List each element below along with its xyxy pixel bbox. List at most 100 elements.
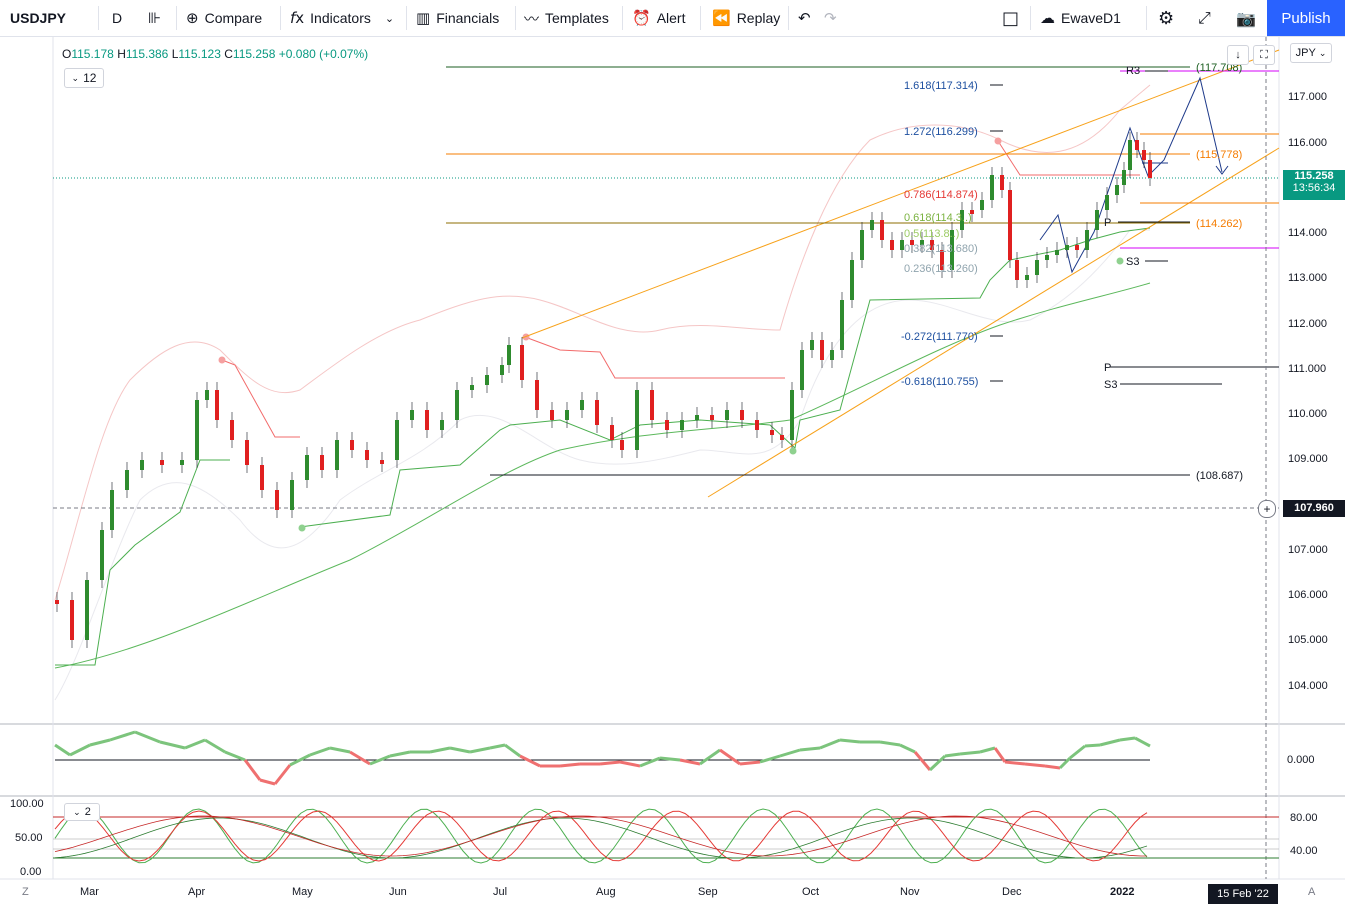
price-scale-label: 105.000 xyxy=(1288,634,1328,646)
candle xyxy=(635,390,639,450)
fib-label: 0.382(113.680) xyxy=(904,243,978,255)
oscillator-segment xyxy=(1119,736,1136,742)
candle xyxy=(100,530,104,580)
price-scale-label: 109.000 xyxy=(1288,453,1328,465)
add-alert-button[interactable]: + xyxy=(1258,500,1276,518)
financials-button[interactable]: ▥ Financials xyxy=(416,9,500,27)
candle xyxy=(970,210,974,214)
indicators-toggle[interactable]: ⌄ 12 xyxy=(64,68,104,88)
compare-button[interactable]: ⊕ Compare xyxy=(186,9,263,27)
candle xyxy=(890,240,894,250)
undo-button[interactable]: ↶ xyxy=(798,0,817,36)
fullscreen-button[interactable]: ⤢ xyxy=(1198,0,1217,36)
fib-label: 1.618(117.314) xyxy=(904,80,978,92)
candle xyxy=(1148,160,1152,178)
time-scale-label: Jun xyxy=(389,886,407,898)
oscillator-segment xyxy=(1024,762,1046,768)
candle xyxy=(1025,275,1029,280)
lower-indicators-toggle[interactable]: ⌄ 2 xyxy=(64,803,100,821)
indicators-button[interactable]: fx Indicators ⌄ xyxy=(290,9,395,27)
price-scale-label: 113.000 xyxy=(1288,272,1327,284)
price-scale-label: 117.000 xyxy=(1288,91,1327,103)
plus-icon: + xyxy=(1263,502,1271,516)
stoch-scale-label: 80.00 xyxy=(1290,812,1318,824)
alert-button[interactable]: ⏰ Alert xyxy=(632,9,686,27)
crosshair-date-tag: 15 Feb '22 xyxy=(1208,884,1278,904)
candle xyxy=(140,460,144,470)
publish-button[interactable]: Publish xyxy=(1267,0,1345,36)
oscillator-segment xyxy=(928,754,947,772)
candle xyxy=(780,435,784,440)
oscillator-segment xyxy=(89,738,111,747)
currency-selector[interactable]: JPY ⌄ xyxy=(1290,43,1332,63)
oscillator-segment xyxy=(54,743,71,757)
oscillator-segment xyxy=(839,738,861,744)
oscillator-segment xyxy=(273,764,292,785)
oscillator-segment xyxy=(289,753,311,767)
candle xyxy=(595,400,599,425)
candle xyxy=(275,490,279,510)
pivot-label: P xyxy=(1104,217,1111,229)
candle xyxy=(580,400,584,410)
time-scale-label: Apr xyxy=(188,886,206,898)
layout-button[interactable]: ☁ EwaveD1 xyxy=(1040,9,1121,27)
oscillator-segment xyxy=(489,743,506,750)
oscillator-segment xyxy=(944,752,961,758)
oscillator-segment xyxy=(979,746,996,754)
settings-button[interactable]: ⚙ xyxy=(1158,0,1180,36)
auto-scale-button[interactable]: A xyxy=(1308,886,1316,898)
oscillator-segment xyxy=(679,758,701,766)
oscillator-segment xyxy=(1099,738,1121,747)
candle xyxy=(70,600,74,640)
templates-button[interactable]: 〰 Templates xyxy=(524,9,609,28)
redo-button[interactable]: ↷ xyxy=(824,0,843,36)
oscillator-segment xyxy=(469,746,491,754)
candle xyxy=(215,390,219,420)
candle xyxy=(500,365,504,375)
fib-label: 0.618(114.3..) xyxy=(904,212,972,224)
frame-icon: ⛶ xyxy=(1260,48,1268,61)
candle xyxy=(950,230,954,270)
candle xyxy=(1045,255,1049,260)
candle xyxy=(85,580,89,640)
price-scale-label: 106.000 xyxy=(1288,589,1328,601)
oscillator-segment xyxy=(243,759,262,781)
oscillator-segment xyxy=(449,746,471,754)
candle xyxy=(395,420,399,460)
maximize-pane-button[interactable]: ⛶ xyxy=(1253,45,1275,65)
interval-button[interactable]: D xyxy=(112,0,122,36)
fib-label: -0.618(110.755) xyxy=(901,376,978,388)
snapshot-button[interactable]: 📷 xyxy=(1236,0,1262,36)
oscillator-segment xyxy=(1044,764,1061,770)
oscillator-segment xyxy=(913,751,932,771)
time-scale-label: Sep xyxy=(698,886,718,898)
plus-circle-icon: ⊕ xyxy=(186,9,199,27)
scroll-down-button[interactable]: ↓ xyxy=(1227,45,1249,65)
candle xyxy=(960,210,964,230)
candle xyxy=(840,300,844,350)
stoch-left-label: 100.00 xyxy=(10,798,44,810)
price-scale-label: 114.000 xyxy=(1288,227,1327,239)
candle xyxy=(410,410,414,420)
candle xyxy=(650,390,654,420)
pivot-label: S3 xyxy=(1104,379,1117,391)
square-icon: □ xyxy=(1002,7,1020,29)
oscillator-segment xyxy=(504,743,521,758)
candle xyxy=(755,420,759,430)
zoom-button[interactable]: Z xyxy=(22,886,29,898)
price-scale-label: 111.000 xyxy=(1288,363,1327,375)
candle xyxy=(55,600,59,604)
candle xyxy=(195,400,199,460)
time-scale-label: 2022 xyxy=(1110,886,1135,898)
candle xyxy=(565,410,569,420)
candle xyxy=(455,390,459,420)
replay-button[interactable]: ⏪ Replay xyxy=(712,9,781,27)
oscillator-segment xyxy=(819,738,841,750)
symbol-search[interactable]: USDJPY xyxy=(10,0,66,36)
fullscreen-layout-button[interactable]: □ xyxy=(1002,0,1025,36)
oscillator-segment xyxy=(429,746,451,754)
oscillator-segment xyxy=(779,748,801,758)
oscillator-segment xyxy=(134,730,161,744)
chart-type-button[interactable]: ⊪ xyxy=(148,0,167,36)
